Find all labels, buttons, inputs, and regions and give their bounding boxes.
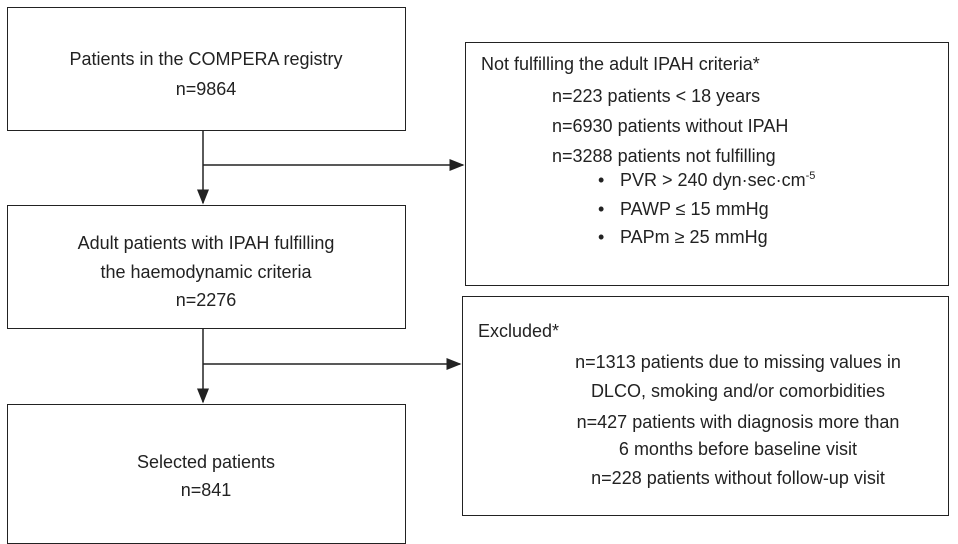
box-text: DLCO, smoking and/or comorbidities — [590, 381, 886, 401]
box-text: the haemodynamic criteria — [100, 262, 312, 282]
bullet-text: PAPm ≥ 25 mmHg — [620, 227, 768, 247]
box-text: n=3288 patients not fulfilling — [552, 146, 776, 166]
box-text: n=228 patients without follow-up visit — [591, 468, 885, 488]
box-text: n=1313 patients due to missing values in — [575, 352, 901, 372]
box-text: Selected patients — [136, 452, 276, 472]
box-text: 6 months before baseline visit — [618, 439, 858, 459]
box-not-fulfilling: Not fulfilling the adult IPAH criteria* … — [465, 42, 949, 286]
box-selected: Selected patients n=841 — [7, 404, 406, 544]
box-title: Excluded* — [478, 321, 560, 341]
page: Patients in the COMPERA registry n=9864 … — [0, 0, 958, 533]
box-text: n=6930 patients without IPAH — [552, 116, 789, 136]
bullet: PAWP ≤ 15 mmHg — [598, 199, 769, 219]
box-text: Patients in the COMPERA registry — [69, 49, 343, 69]
bullet: PVR > 240 dyn·sec·cm-5 — [598, 170, 816, 190]
connectors — [197, 131, 465, 404]
box-text: n=841 — [180, 480, 232, 500]
box-text: n=9864 — [175, 79, 237, 99]
bullet: PAPm ≥ 25 mmHg — [598, 227, 768, 247]
box-text: Adult patients with IPAH fulfilling — [77, 233, 335, 253]
superscript: -5 — [805, 170, 816, 182]
box-registry: Patients in the COMPERA registry n=9864 — [7, 7, 406, 131]
box-title: Not fulfilling the adult IPAH criteria* — [481, 54, 760, 74]
box-excluded: Excluded* n=1313 patients due to missing… — [462, 296, 949, 516]
box-adult-ipah: Adult patients with IPAH fulfilling the … — [7, 205, 406, 329]
box-text: n=427 patients with diagnosis more than — [576, 412, 900, 432]
box-text: n=223 patients < 18 years — [552, 86, 761, 106]
bullet-text: PVR > 240 dyn·sec·cm — [620, 170, 806, 190]
bullet-text: PAWP ≤ 15 mmHg — [620, 199, 769, 219]
box-text: n=2276 — [175, 290, 237, 310]
